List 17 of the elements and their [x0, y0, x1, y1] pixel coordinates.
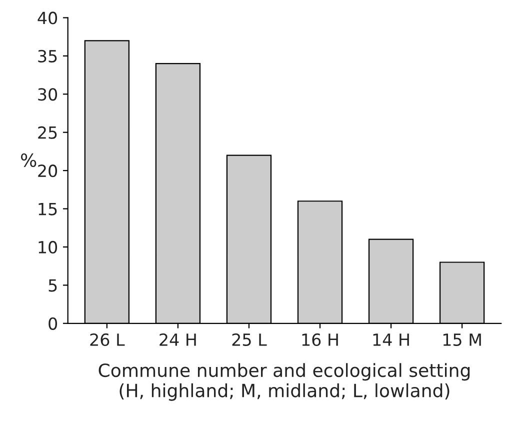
x-tick-label: 26 L [90, 333, 125, 346]
x-tick-label: 14 H [373, 334, 409, 346]
y-tick-label: 5 [48, 279, 57, 292]
y-tick-label: 25 [38, 126, 57, 139]
y-tick-label: 10 [38, 240, 58, 254]
x-tick-label: 25 L [232, 333, 267, 346]
y-tick-label: 15 [38, 202, 57, 216]
y-tick-label: 35 [38, 50, 57, 62]
y-tick-label: 40 [38, 12, 58, 24]
x-tick-label: 15 M [443, 334, 481, 346]
y-axis-title: % [21, 153, 36, 168]
y-tick-label: 20 [38, 164, 58, 178]
x-tick-label: 24 H [160, 333, 196, 346]
y-tick-label: 30 [38, 88, 58, 101]
x-tick-label: 16 H [302, 333, 338, 346]
x-axis-title: Commune number and ecological setting (H, highland; M, midland; L, lowland) [98, 363, 470, 401]
y-tick-label: 0 [48, 317, 58, 330]
